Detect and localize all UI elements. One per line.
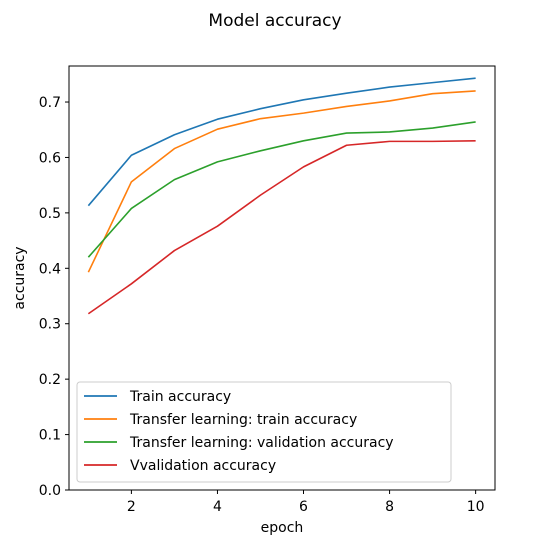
x-tick-label: 6 <box>299 499 308 515</box>
chart-title: Model accuracy <box>208 11 341 31</box>
legend-entry: Vvalidation accuracy <box>130 458 276 474</box>
x-tick-label: 10 <box>467 499 485 515</box>
y-tick-label: 0.3 <box>39 317 61 333</box>
legend-box <box>76 381 452 483</box>
y-axis-label: accuracy <box>12 246 28 309</box>
series-line-2 <box>87 90 476 273</box>
y-axis: 0.0 0.1 0.2 0.3 0.4 0.5 0.6 0.7 <box>39 95 69 499</box>
series-line-4 <box>87 140 476 315</box>
legend: Train accuracy Transfer learning: train a… <box>76 381 452 483</box>
y-tick-label: 0.7 <box>39 95 61 111</box>
series-line-3 <box>87 121 476 258</box>
legend-entry: Transfer learning: train accuracy <box>129 412 357 428</box>
x-axis-label: epoch <box>261 520 304 536</box>
x-tick-label: 2 <box>127 499 136 515</box>
y-tick-label: 0.1 <box>39 428 61 444</box>
legend-entry: Transfer learning: validation accuracy <box>129 435 394 451</box>
y-tick-label: 0.6 <box>39 150 61 166</box>
series-line-1 <box>87 77 476 207</box>
y-tick-label: 0.5 <box>39 206 61 222</box>
y-tick-label: 0.4 <box>39 261 61 277</box>
y-tick-label: 0.2 <box>39 372 61 388</box>
x-tick-label: 8 <box>385 499 394 515</box>
series-layer <box>87 77 476 315</box>
plot-area <box>68 65 496 491</box>
x-tick-label: 4 <box>213 499 222 515</box>
legend-entry: Train accuracy <box>129 389 231 405</box>
plot-frame <box>68 65 496 491</box>
y-tick-label: 0.0 <box>39 483 61 499</box>
x-axis: 2 4 6 8 10 <box>127 490 485 515</box>
